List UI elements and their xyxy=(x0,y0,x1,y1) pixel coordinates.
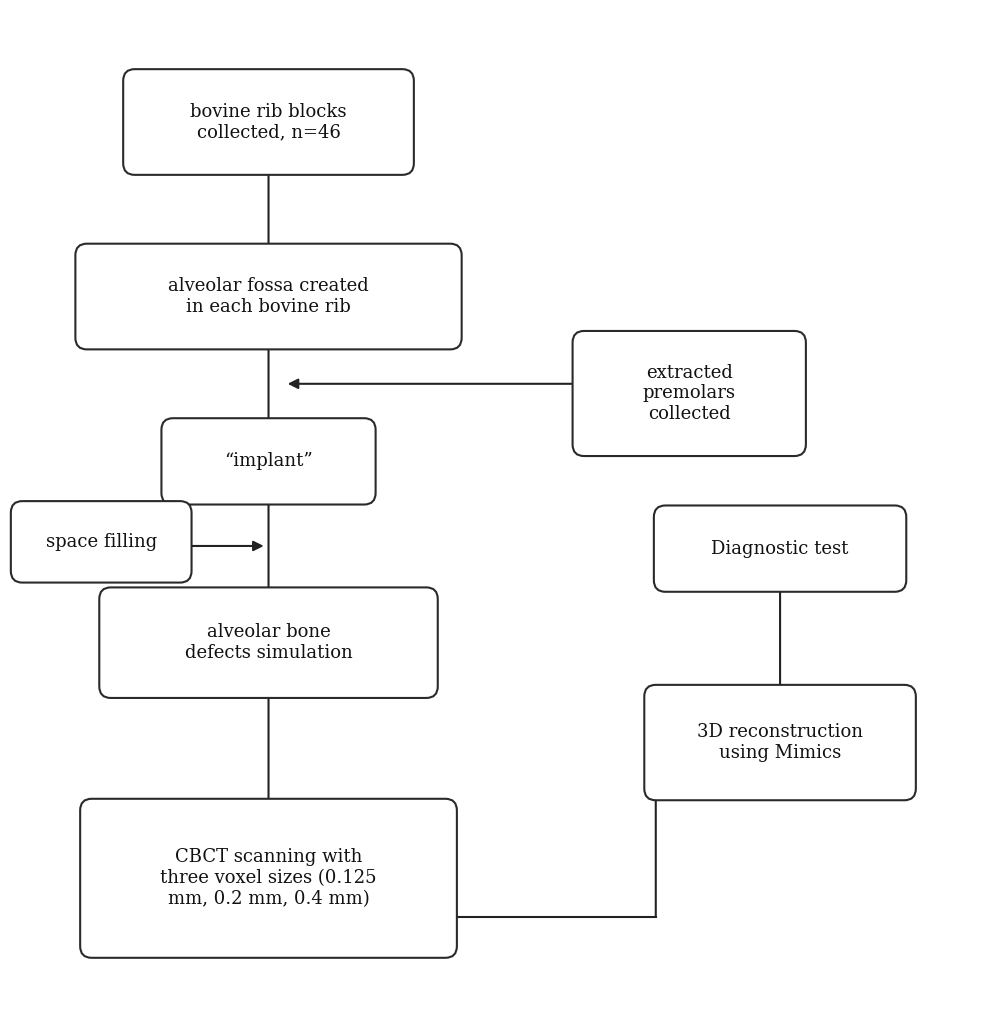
Text: alveolar bone
defects simulation: alveolar bone defects simulation xyxy=(184,623,353,663)
FancyBboxPatch shape xyxy=(100,588,438,698)
Text: CBCT scanning with
three voxel sizes (0.125
mm, 0.2 mm, 0.4 mm): CBCT scanning with three voxel sizes (0.… xyxy=(160,848,376,908)
Text: space filling: space filling xyxy=(46,533,156,550)
FancyBboxPatch shape xyxy=(161,418,375,505)
Text: “implant”: “implant” xyxy=(224,452,313,471)
Text: 3D reconstruction
using Mimics: 3D reconstruction using Mimics xyxy=(697,723,864,762)
FancyBboxPatch shape xyxy=(11,501,191,583)
Text: alveolar fossa created
in each bovine rib: alveolar fossa created in each bovine ri… xyxy=(168,277,369,316)
FancyBboxPatch shape xyxy=(80,799,457,957)
FancyBboxPatch shape xyxy=(573,331,806,457)
FancyBboxPatch shape xyxy=(644,685,916,800)
Text: Diagnostic test: Diagnostic test xyxy=(711,539,849,558)
FancyBboxPatch shape xyxy=(76,243,462,349)
Text: extracted
premolars
collected: extracted premolars collected xyxy=(642,364,736,423)
FancyBboxPatch shape xyxy=(124,69,414,175)
FancyBboxPatch shape xyxy=(653,505,906,592)
Text: bovine rib blocks
collected, n=46: bovine rib blocks collected, n=46 xyxy=(190,103,347,141)
